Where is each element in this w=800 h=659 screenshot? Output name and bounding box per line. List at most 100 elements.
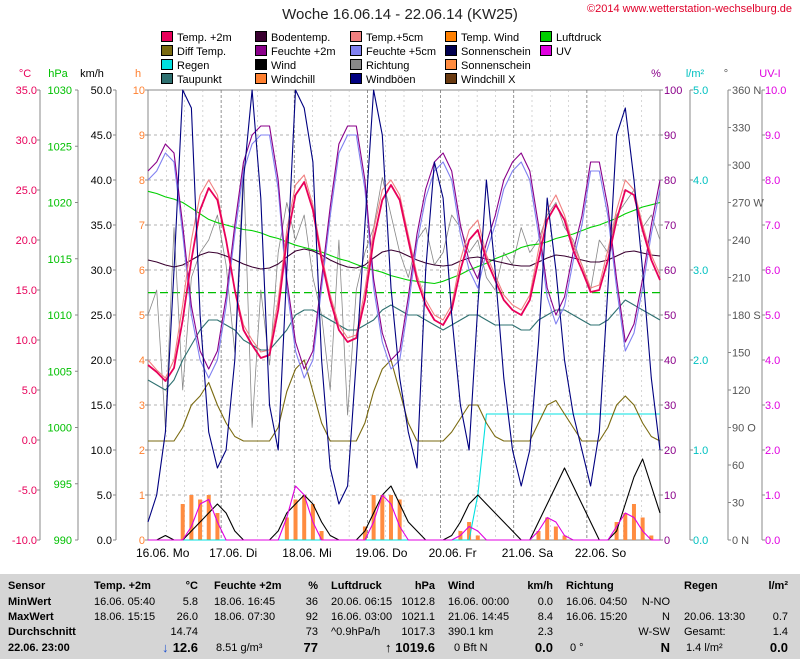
x-tick-label: 16.06. Mo bbox=[136, 546, 190, 560]
hum-avg: 73 bbox=[305, 626, 318, 638]
axis-tick-label: 35.0 bbox=[91, 220, 112, 232]
temp-min-time: 16.06. 05:40 bbox=[94, 596, 156, 608]
axis-tick-label: 90 O bbox=[732, 423, 756, 435]
axis-tick-label: 10 bbox=[664, 490, 676, 502]
axis-tick-label: 70 bbox=[664, 220, 676, 232]
press-trend: ^0.9hPa/h bbox=[331, 626, 381, 638]
dir-min: N-NO bbox=[641, 596, 670, 608]
axis-tick-label: 25.0 bbox=[91, 310, 112, 322]
stats-header-hum: Feuchte +2m bbox=[214, 580, 282, 592]
sunshine-bar bbox=[302, 495, 307, 540]
axis-tick-label: 35.0 bbox=[16, 85, 37, 97]
legend-label: Temp.+5cm bbox=[366, 32, 424, 44]
axis-tick-label: 50.0 bbox=[91, 85, 112, 97]
sunshine-bar bbox=[623, 513, 628, 540]
sunshine-bar bbox=[189, 495, 194, 540]
axis-tick-label: 2.0 bbox=[693, 355, 708, 367]
legend-item: Diff Temp. bbox=[161, 45, 226, 58]
axis-tick-label: 5 bbox=[139, 310, 145, 322]
axis-tick-label: 1030 bbox=[48, 85, 72, 97]
chart-title: Woche 16.06.14 - 22.06.14 (KW25) bbox=[282, 6, 518, 23]
sunshine-bar bbox=[640, 517, 645, 540]
temp-max-time: 18.06. 15:15 bbox=[94, 611, 156, 623]
legend-label: Regen bbox=[177, 60, 210, 72]
wind-distance: 390.1 km bbox=[448, 626, 494, 638]
legend-item: Sonnenschein bbox=[445, 45, 531, 58]
series-line bbox=[147, 89, 661, 523]
hum-abs: 8.51 g/m³ bbox=[216, 642, 263, 654]
legend-swatch bbox=[350, 59, 362, 70]
dir-now: N bbox=[660, 640, 670, 655]
legend-swatch bbox=[445, 45, 457, 56]
hum-max-time: 18.06. 07:30 bbox=[214, 611, 276, 623]
dir-max: N bbox=[662, 611, 670, 623]
series-line bbox=[148, 458, 661, 541]
dir-min-time: 16.06. 04:50 bbox=[566, 596, 628, 608]
series-line bbox=[147, 181, 661, 382]
legend-swatch bbox=[540, 31, 552, 42]
axis-unit-label: l/m² bbox=[686, 68, 705, 80]
stats-header-dir: Richtung bbox=[566, 580, 614, 592]
legend-label: Bodentemp. bbox=[271, 32, 331, 44]
dir-avg: W-SW bbox=[638, 626, 670, 638]
axis-tick-label: 330 bbox=[732, 123, 750, 135]
legend-item: Windböen bbox=[350, 73, 416, 86]
legend-label: Taupunkt bbox=[177, 74, 222, 86]
sunshine-bar bbox=[380, 495, 385, 540]
wind-min: 0.0 bbox=[537, 596, 553, 608]
sunshine-bar bbox=[215, 513, 220, 540]
axis-tick-label: 0 N bbox=[732, 535, 749, 547]
stats-header-sensor: Sensor bbox=[8, 580, 46, 592]
weather-chart: 16.06. Mo 17.06. Di 18.06. Mi 19.06. Do 20.0… bbox=[12, 68, 787, 560]
statistics-table: Sensor Temp. +2m °C Feuchte +2m % Luftdr… bbox=[0, 574, 800, 659]
dir-degrees: 0 ° bbox=[570, 642, 584, 654]
copyright-text[interactable]: ©2014 www.wetterstation-wechselburg.de bbox=[587, 3, 792, 15]
axis-tick-label: 4.0 bbox=[765, 355, 780, 367]
stats-header-press: Luftdruck bbox=[331, 580, 382, 592]
sunshine-bar bbox=[371, 495, 376, 540]
axis-unit-label: °C bbox=[19, 68, 31, 80]
hum-max: 92 bbox=[305, 611, 318, 623]
series-line bbox=[147, 299, 661, 391]
axis-tick-label: 270 W bbox=[732, 198, 764, 210]
sunshine-bar bbox=[553, 526, 558, 540]
temp-now: 12.6 bbox=[172, 640, 198, 655]
legend-label: Windböen bbox=[366, 74, 416, 86]
axis-tick-label: 7.0 bbox=[765, 220, 780, 232]
sunshine-bar bbox=[388, 495, 393, 540]
stats-label-avg: Durchschnitt bbox=[8, 626, 76, 638]
x-tick-label: 21.06. Sa bbox=[502, 546, 554, 560]
x-tick-label: 20.06. Fr bbox=[429, 546, 477, 560]
press-now-arrow: ↑ bbox=[385, 640, 392, 655]
legend-item: Bodentemp. bbox=[255, 31, 330, 44]
axis-tick-label: 0 bbox=[139, 535, 145, 547]
dir-max-time: 16.06. 15:20 bbox=[566, 611, 628, 623]
rain-now-label: 1.4 l/m² bbox=[686, 642, 723, 654]
stats-header-hum-unit: % bbox=[308, 580, 318, 592]
axis-tick-label: 1005 bbox=[48, 366, 72, 378]
sunshine-bar bbox=[293, 499, 298, 540]
axis-tick-label: 240 bbox=[732, 235, 750, 247]
legend-swatch bbox=[350, 31, 362, 42]
axis-tick-label: 1010 bbox=[48, 310, 72, 322]
sunshine-bar bbox=[631, 504, 636, 540]
sunshine-bar bbox=[362, 526, 367, 540]
axis-tick-label: 10.0 bbox=[91, 445, 112, 457]
stats-header-temp-unit: °C bbox=[185, 580, 198, 592]
axis-tick-label: 40.0 bbox=[91, 175, 112, 187]
legend-label: Wind bbox=[271, 60, 297, 72]
press-min: 1012.8 bbox=[401, 596, 435, 608]
stats-label-now: 22.06. 23:00 bbox=[8, 642, 70, 654]
sunshine-bar bbox=[562, 535, 567, 540]
axis-tick-label: 9 bbox=[139, 130, 145, 142]
axis-tick-label: 995 bbox=[54, 479, 72, 491]
axis-tick-label: 100 bbox=[664, 85, 682, 97]
sunshine-bar bbox=[475, 535, 480, 540]
axis-tick-label: 25.0 bbox=[16, 185, 37, 197]
legend-label: Sonnenschein bbox=[461, 60, 531, 72]
legend-label: Windchill bbox=[271, 74, 316, 86]
axis-unit-label: % bbox=[651, 68, 661, 80]
axis-unit-label: UV-I bbox=[759, 68, 780, 80]
axis-tick-label: 1000 bbox=[48, 423, 72, 435]
axis-tick-label: 30 bbox=[664, 400, 676, 412]
